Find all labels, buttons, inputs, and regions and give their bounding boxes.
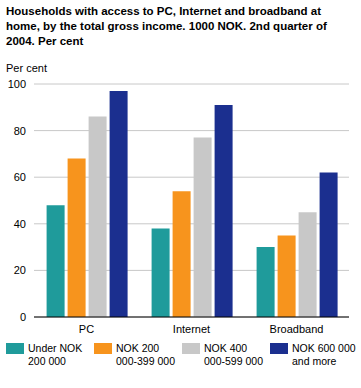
svg-text:PC: PC [79,323,94,335]
svg-text:40: 40 [14,218,26,230]
html-text:Per cent: Per cent [6,62,47,74]
html-text:NOK 400 000-599 000: NOK 400 000-599 000 [204,342,263,367]
html-text:Households with access to PC,: Households with access to PC, Internet a… [6,5,327,47]
html-text:Under NOK 200 000: Under NOK 200 000 [28,342,83,367]
svg-text:0: 0 [20,311,26,323]
svg-text:80: 80 [14,125,26,137]
html-text:NOK 200 000-399 000: NOK 200 000-399 000 [116,342,175,367]
svg-text:20: 20 [14,264,26,276]
svg-text:Internet: Internet [173,323,210,335]
html-text:NOK 600 000 and more: NOK 600 000 and more [292,342,356,367]
svg-text:100: 100 [8,78,26,90]
svg-text:60: 60 [14,171,26,183]
svg-text:Broadband: Broadband [270,323,324,335]
